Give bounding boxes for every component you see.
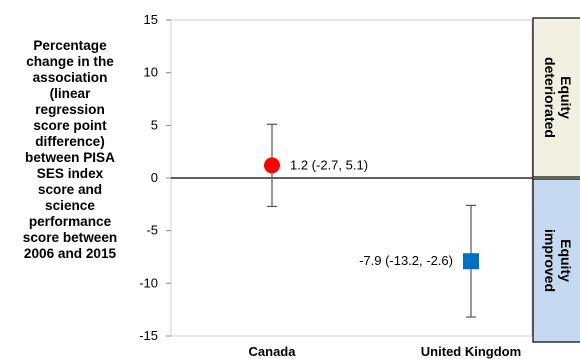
- x-category-label-0: Canada: [249, 344, 297, 359]
- band-1: [532, 178, 580, 343]
- y-tick-label-2: -5: [146, 223, 158, 238]
- x-category-label-1: United Kingdom: [421, 344, 521, 359]
- band-label-0: Equitydeteriorated: [542, 57, 574, 138]
- y-tick-label-3: 0: [151, 170, 158, 185]
- data-label-1: -7.9 (-13.2, -2.6): [359, 253, 453, 268]
- y-tick-label-5: 10: [144, 65, 158, 80]
- y-tick-label-6: 15: [144, 12, 158, 27]
- data-point-1: [463, 253, 479, 270]
- y-tick-label-4: 5: [151, 117, 158, 132]
- data-label-0: 1.2 (-2.7, 5.1): [290, 157, 368, 172]
- y-axis-title: Percentage change in the association (li…: [22, 38, 118, 261]
- band-label-1: Equityimproved: [542, 229, 574, 292]
- data-point-0: [264, 157, 280, 174]
- y-tick-label-1: -10: [139, 275, 158, 290]
- y-tick-label-0: -15: [139, 328, 158, 343]
- band-0: [532, 17, 580, 178]
